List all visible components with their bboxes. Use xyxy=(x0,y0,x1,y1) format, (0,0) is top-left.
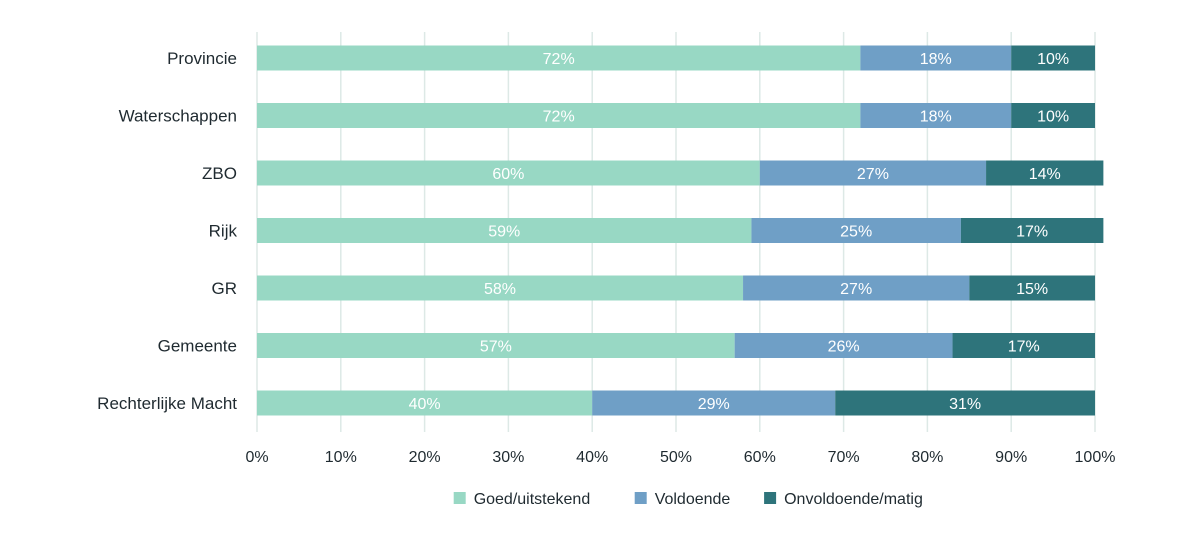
data-label: 58% xyxy=(484,281,516,298)
data-label: 17% xyxy=(1008,339,1040,356)
legend-label: Goed/uitstekend xyxy=(474,491,591,508)
category-label: ZBO xyxy=(202,164,237,183)
data-label: 40% xyxy=(409,396,441,413)
legend-label: Voldoende xyxy=(655,491,731,508)
bar-segment xyxy=(751,218,961,243)
data-label: 18% xyxy=(920,51,952,68)
data-label: 72% xyxy=(543,109,575,126)
x-tick-label: 100% xyxy=(1075,449,1116,466)
bar-segment xyxy=(952,333,1095,358)
bar-segment xyxy=(592,390,836,416)
x-tick-label: 70% xyxy=(828,449,860,466)
bar-segment xyxy=(257,45,861,71)
category-label: Rechterlijke Macht xyxy=(97,394,237,413)
bar-segment xyxy=(743,275,970,301)
x-tick-label: 10% xyxy=(325,449,357,466)
bar-segment xyxy=(960,218,1104,243)
x-axis-tick-labels: 0% 10% 20% 30% 40% 50% 60% 70% 80% 90% 100% xyxy=(245,449,1115,466)
x-tick-label: 60% xyxy=(744,449,776,466)
data-label: 14% xyxy=(1029,166,1061,183)
data-label: 25% xyxy=(840,224,872,241)
category-label: Provincie xyxy=(167,49,237,68)
x-tick-label: 30% xyxy=(492,449,524,466)
x-tick-label: 90% xyxy=(995,449,1027,466)
legend: Goed/uitstekend Voldoende Onvoldoende/mati… xyxy=(453,491,923,508)
data-label: 29% xyxy=(698,396,730,413)
x-tick-label: 50% xyxy=(660,449,692,466)
data-label: 17% xyxy=(1016,224,1048,241)
x-tick-label: 40% xyxy=(576,449,608,466)
bar-segment xyxy=(257,390,593,416)
legend-swatch xyxy=(453,492,466,504)
category-label: Waterschappen xyxy=(119,107,237,126)
bar-segment xyxy=(1011,45,1095,71)
legend-label: Onvoldoende/matig xyxy=(784,491,923,508)
bar-segment xyxy=(257,218,752,243)
data-label: 18% xyxy=(920,109,952,126)
data-label: 10% xyxy=(1037,51,1069,68)
bar-segment xyxy=(860,103,1012,128)
x-tick-label: 20% xyxy=(409,449,441,466)
bar-segment xyxy=(969,275,1095,301)
category-labels: Provincie Waterschappen ZBO Rijk GR Gemeente R… xyxy=(97,49,237,413)
data-label: 27% xyxy=(857,166,889,183)
bars: 72% 18% 10% 72% 18% 10% 60% 27% 14% 59% 25% 17% 58% 2… xyxy=(257,45,1104,416)
data-label: 27% xyxy=(840,281,872,298)
data-label: 26% xyxy=(828,339,860,356)
bar-segment xyxy=(257,103,861,128)
category-label: Rijk xyxy=(209,222,238,241)
bar-segment xyxy=(257,275,744,301)
bar-segment xyxy=(759,160,987,186)
x-tick-label: 0% xyxy=(245,449,268,466)
category-label: Gemeente xyxy=(158,337,237,356)
data-label: 57% xyxy=(480,339,512,356)
bar-segment xyxy=(860,45,1012,71)
x-tick-label: 80% xyxy=(911,449,943,466)
bar-segment xyxy=(835,390,1095,416)
legend-swatch xyxy=(634,492,647,504)
data-label: 10% xyxy=(1037,109,1069,126)
bar-segment xyxy=(1011,103,1095,128)
data-label: 59% xyxy=(488,224,520,241)
data-label: 31% xyxy=(949,396,981,413)
data-label: 60% xyxy=(492,166,524,183)
category-label: GR xyxy=(212,279,238,298)
bar-segment xyxy=(257,160,760,186)
data-label: 72% xyxy=(543,51,575,68)
data-label: 15% xyxy=(1016,281,1048,298)
bar-segment xyxy=(257,333,735,358)
bar-segment xyxy=(986,160,1104,186)
bar-segment xyxy=(734,333,953,358)
legend-swatch xyxy=(764,492,777,504)
